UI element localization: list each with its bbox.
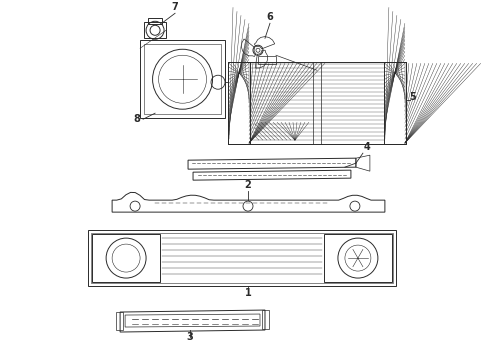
Bar xyxy=(228,62,406,144)
Bar xyxy=(324,234,392,282)
Bar xyxy=(144,22,166,38)
Text: 7: 7 xyxy=(172,2,178,12)
Bar xyxy=(148,18,162,24)
Text: 3: 3 xyxy=(187,332,194,342)
Bar xyxy=(116,312,123,330)
Bar xyxy=(262,310,269,329)
Text: 2: 2 xyxy=(245,180,251,190)
Text: 8: 8 xyxy=(134,114,141,124)
Text: 5: 5 xyxy=(410,92,416,102)
Bar xyxy=(144,44,221,114)
Bar xyxy=(258,56,276,64)
Bar xyxy=(384,62,406,144)
Bar xyxy=(88,230,396,286)
Bar xyxy=(228,62,250,144)
Bar xyxy=(91,233,393,283)
Text: 1: 1 xyxy=(245,288,251,298)
Bar xyxy=(92,234,160,282)
Bar xyxy=(140,40,225,118)
Text: 6: 6 xyxy=(267,12,273,22)
Text: 4: 4 xyxy=(364,142,370,152)
